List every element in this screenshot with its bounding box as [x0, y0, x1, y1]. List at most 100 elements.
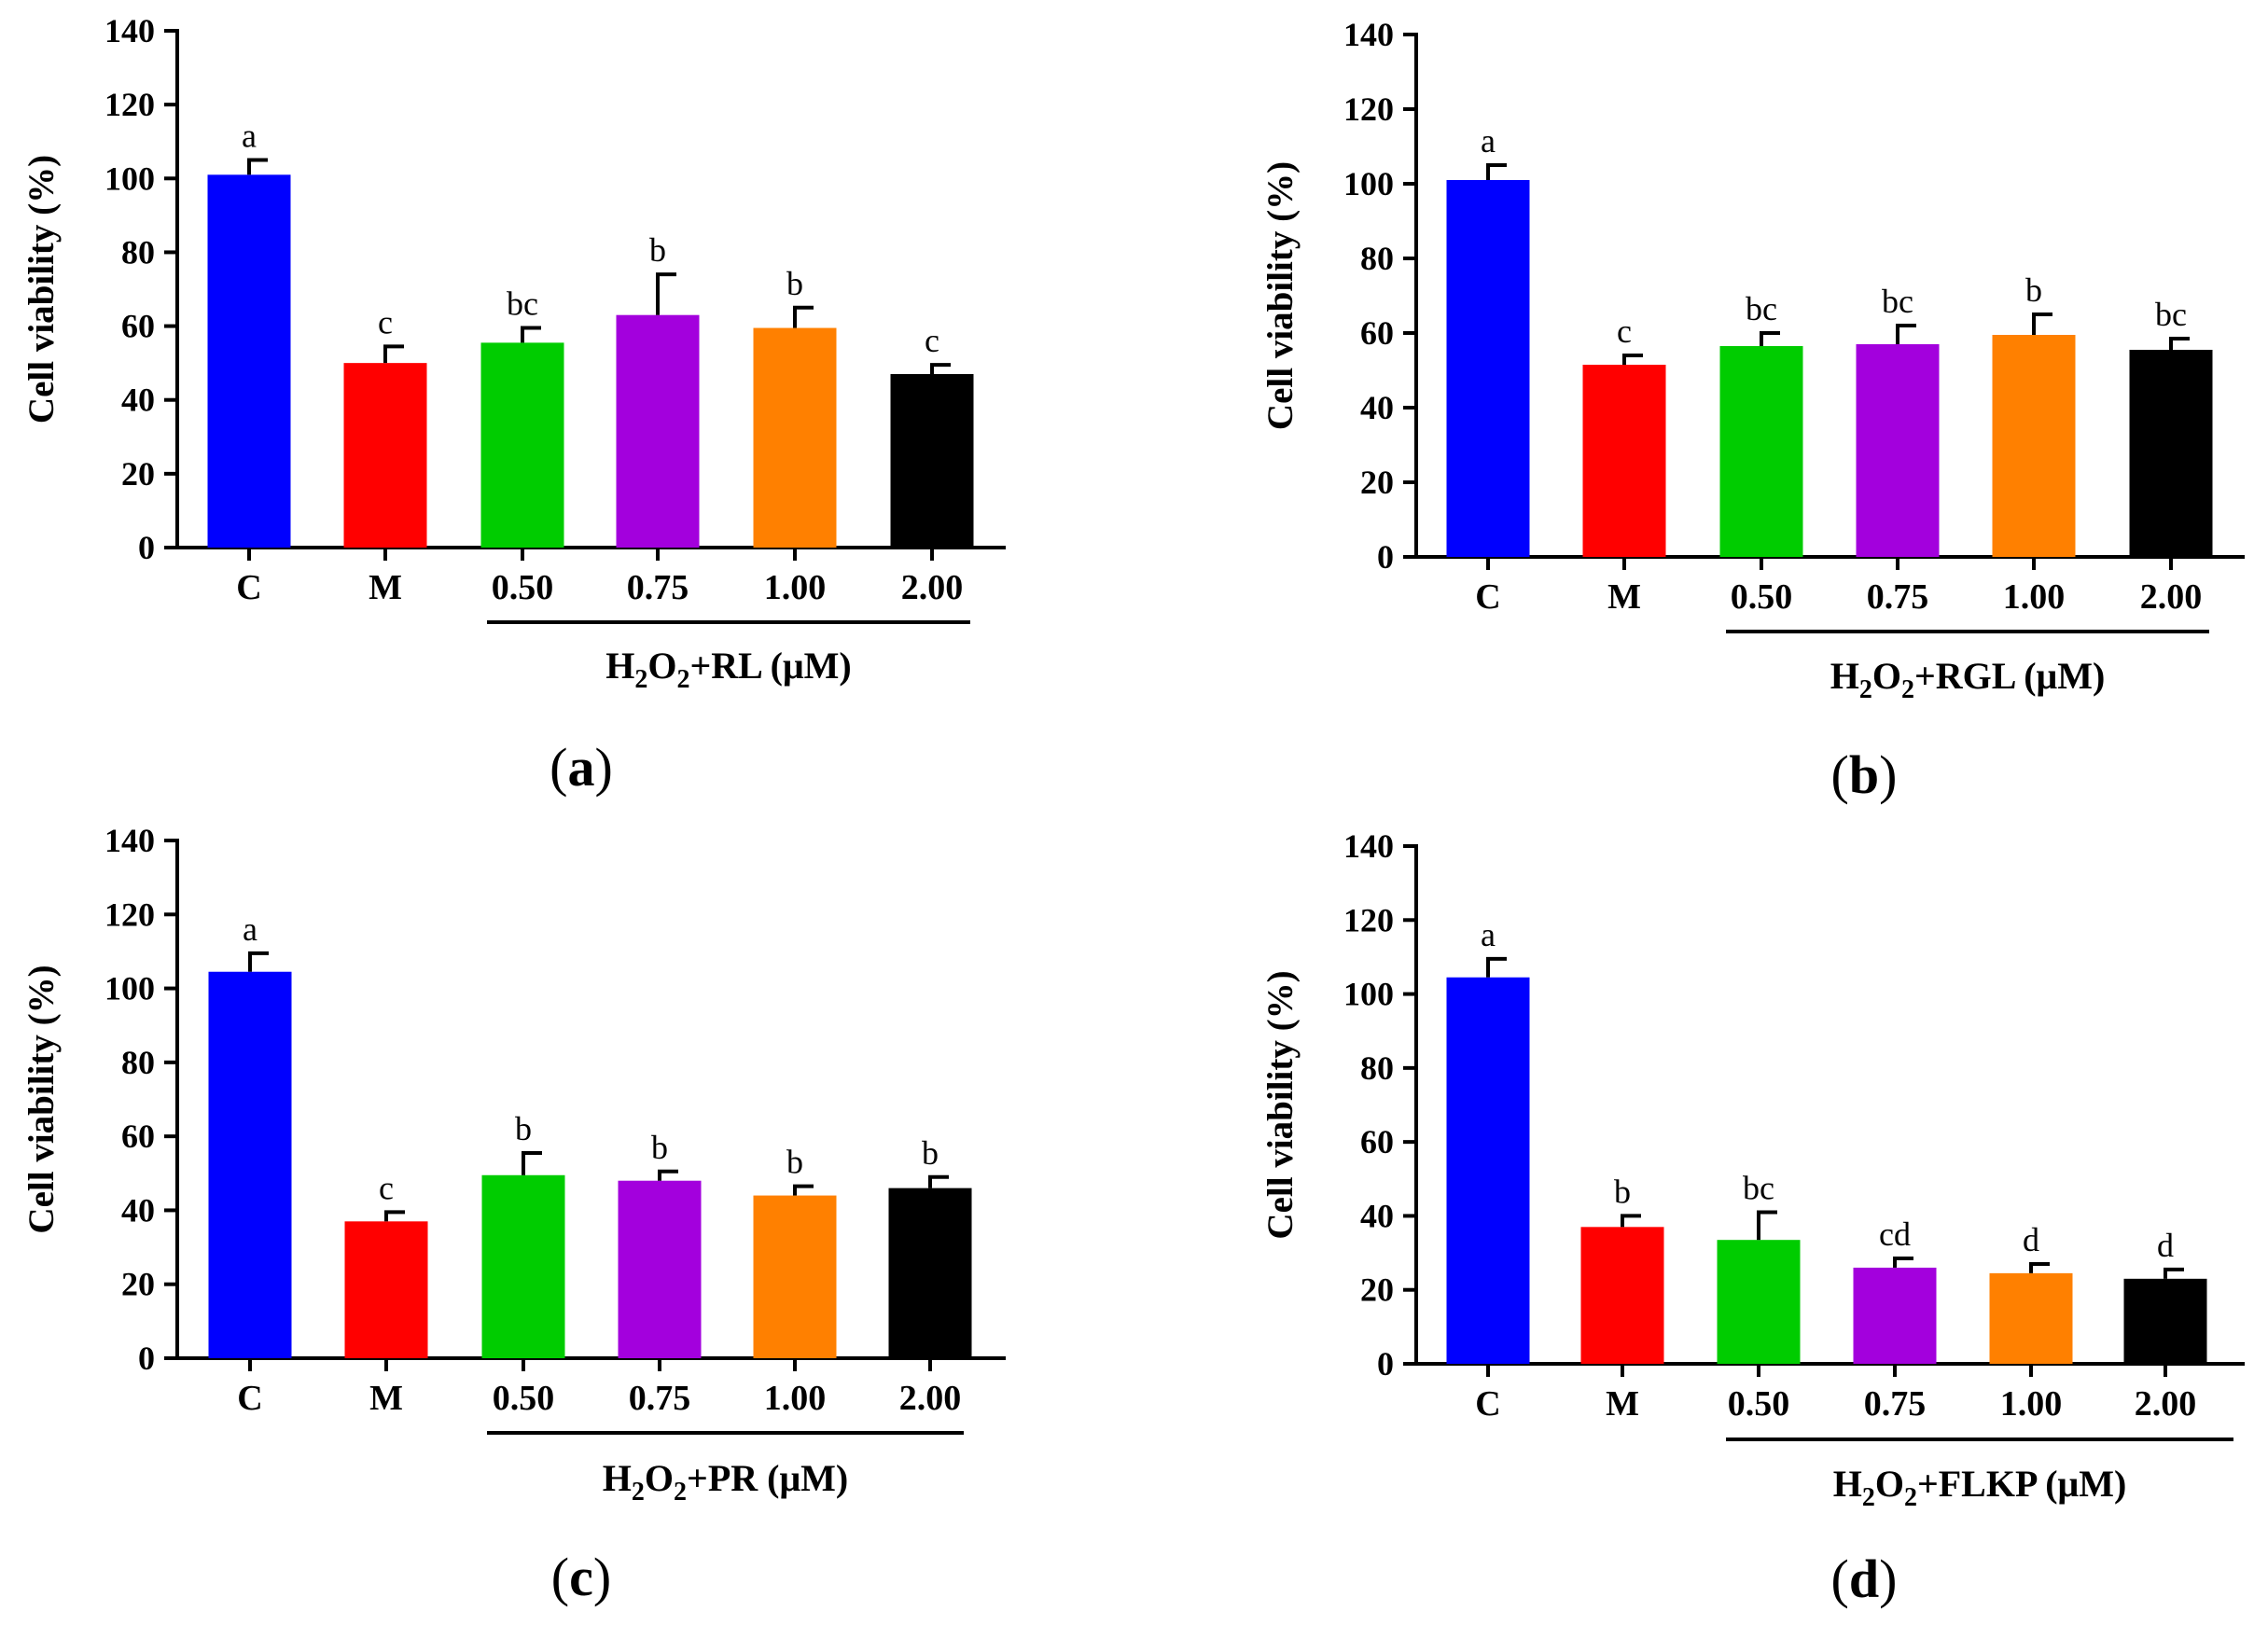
group-label-subscript: 2 [632, 1478, 645, 1507]
bar-1.00 [753, 327, 837, 548]
y-tick-label: 100 [104, 970, 155, 1007]
chart-panel-c: 0 20 40 60 80 100 120 140 Cell viability (%) a Cc M… [21, 822, 1006, 1607]
group-label-part: +RL (μM) [690, 645, 852, 687]
group-label-subscript: 2 [1862, 1483, 1875, 1512]
group-label-part: O [1872, 655, 1901, 697]
y-tick-label: 120 [104, 86, 155, 123]
significance-label: bc [1743, 1169, 1774, 1206]
panel-label: (c) [551, 1547, 611, 1607]
significance-label: c [925, 322, 939, 359]
y-tick-label: 40 [1360, 389, 1394, 426]
panel-label-paren: ( [550, 737, 567, 798]
bar-0.50 [1717, 1240, 1801, 1364]
panel-label-paren: ( [551, 1547, 569, 1607]
category-label: M [1606, 1384, 1639, 1424]
category-label: M [369, 568, 402, 607]
panel-label-letter: c [569, 1547, 593, 1607]
group-label-part: +RGL (μM) [1914, 655, 2105, 697]
significance-label: a [1481, 916, 1496, 953]
y-tick-label: 40 [121, 382, 155, 419]
category-label: 2.00 [901, 568, 964, 607]
group-label-subscript: 2 [1859, 675, 1872, 704]
significance-label: a [243, 910, 257, 948]
bar-M [343, 363, 427, 548]
group-label-subscript: 2 [1904, 1483, 1917, 1512]
group-label-subscript: 2 [677, 665, 690, 694]
category-label: 1.00 [2003, 577, 2066, 617]
bar-2.00 [890, 374, 974, 548]
group-label: H2O2+RGL (μM) [1830, 655, 2106, 704]
significance-label: b [1614, 1173, 1631, 1210]
significance-label: b [515, 1110, 532, 1147]
category-label: M [1607, 577, 1641, 617]
significance-label: a [242, 118, 257, 155]
bar-C [1446, 977, 1530, 1364]
significance-label: b [786, 265, 803, 302]
group-label-subscript: 2 [634, 665, 647, 694]
group-label-part: H [1830, 655, 1859, 697]
group-label: H2O2+FLKP (μM) [1833, 1463, 2127, 1512]
chart-panel-b: 0 20 40 60 80 100 120 140 Cell viability (%) a Cc M… [1260, 16, 2245, 805]
group-label-part: H [1833, 1463, 1862, 1505]
panel-label-paren: ) [1879, 1549, 1897, 1609]
group-label-part: +PR (μM) [687, 1457, 848, 1499]
category-label: 1.00 [764, 568, 827, 607]
category-label: 2.00 [2135, 1384, 2197, 1424]
y-tick-label: 120 [1343, 901, 1394, 938]
bar-0.50 [1719, 346, 1803, 557]
y-tick-label: 100 [1343, 165, 1394, 202]
significance-label: bc [1746, 290, 1777, 327]
category-label: 0.75 [1864, 1384, 1927, 1424]
panel-label-letter: a [568, 737, 595, 798]
category-label: C [237, 1379, 262, 1418]
y-tick-label: 40 [1360, 1197, 1394, 1234]
significance-label: b [922, 1134, 939, 1172]
y-tick-label: 0 [1377, 1345, 1394, 1382]
y-tick-label: 140 [1343, 16, 1394, 53]
group-label: H2O2+PR (μM) [603, 1457, 848, 1507]
panel-label-paren: ( [1831, 1549, 1849, 1609]
bar-2.00 [2129, 350, 2213, 557]
y-tick-label: 40 [121, 1191, 155, 1229]
bar-0.50 [481, 1174, 565, 1358]
bar-0.75 [616, 314, 700, 548]
significance-label: cd [1879, 1215, 1911, 1253]
y-tick-label: 140 [1343, 827, 1394, 865]
group-label-part: O [645, 1457, 674, 1499]
y-tick-label: 100 [1343, 976, 1394, 1013]
y-tick-label: 0 [138, 1340, 155, 1377]
y-tick-label: 80 [121, 1044, 155, 1081]
y-tick-label: 20 [121, 1266, 155, 1303]
panel-label: (a) [550, 737, 613, 798]
group-label-part: H [603, 1457, 632, 1499]
y-tick-label: 60 [121, 308, 155, 345]
category-label: 0.50 [1728, 1384, 1790, 1424]
y-tick-label: 140 [104, 822, 155, 859]
panel-label-letter: b [1849, 744, 1879, 805]
y-tick-label: 80 [121, 233, 155, 271]
significance-label: bc [2155, 296, 2187, 333]
category-label: C [1475, 1384, 1500, 1424]
category-label: 2.00 [899, 1379, 962, 1418]
y-tick-label: 60 [1360, 1123, 1394, 1160]
panel-label: (d) [1831, 1549, 1898, 1609]
category-label: 2.00 [2140, 577, 2203, 617]
bar-2.00 [888, 1188, 972, 1358]
category-label: 1.00 [764, 1379, 827, 1418]
chart-panel-a: 0 20 40 60 80 100 120 140 Cell viability (%) a Cc M… [21, 12, 1006, 798]
y-axis-label: Cell viability (%) [1260, 970, 1301, 1239]
y-tick-label: 140 [104, 12, 155, 49]
y-tick-label: 80 [1360, 240, 1394, 277]
panel-label: (b) [1831, 744, 1898, 805]
bar-0.75 [618, 1180, 702, 1358]
category-label: 0.50 [493, 1379, 555, 1418]
significance-label: d [2023, 1221, 2039, 1258]
significance-label: a [1481, 122, 1496, 160]
panel-label-paren: ) [1879, 744, 1897, 805]
category-label: 1.00 [2000, 1384, 2063, 1424]
y-tick-label: 80 [1360, 1049, 1394, 1087]
category-label: 0.75 [629, 1379, 691, 1418]
significance-label: b [649, 231, 666, 269]
